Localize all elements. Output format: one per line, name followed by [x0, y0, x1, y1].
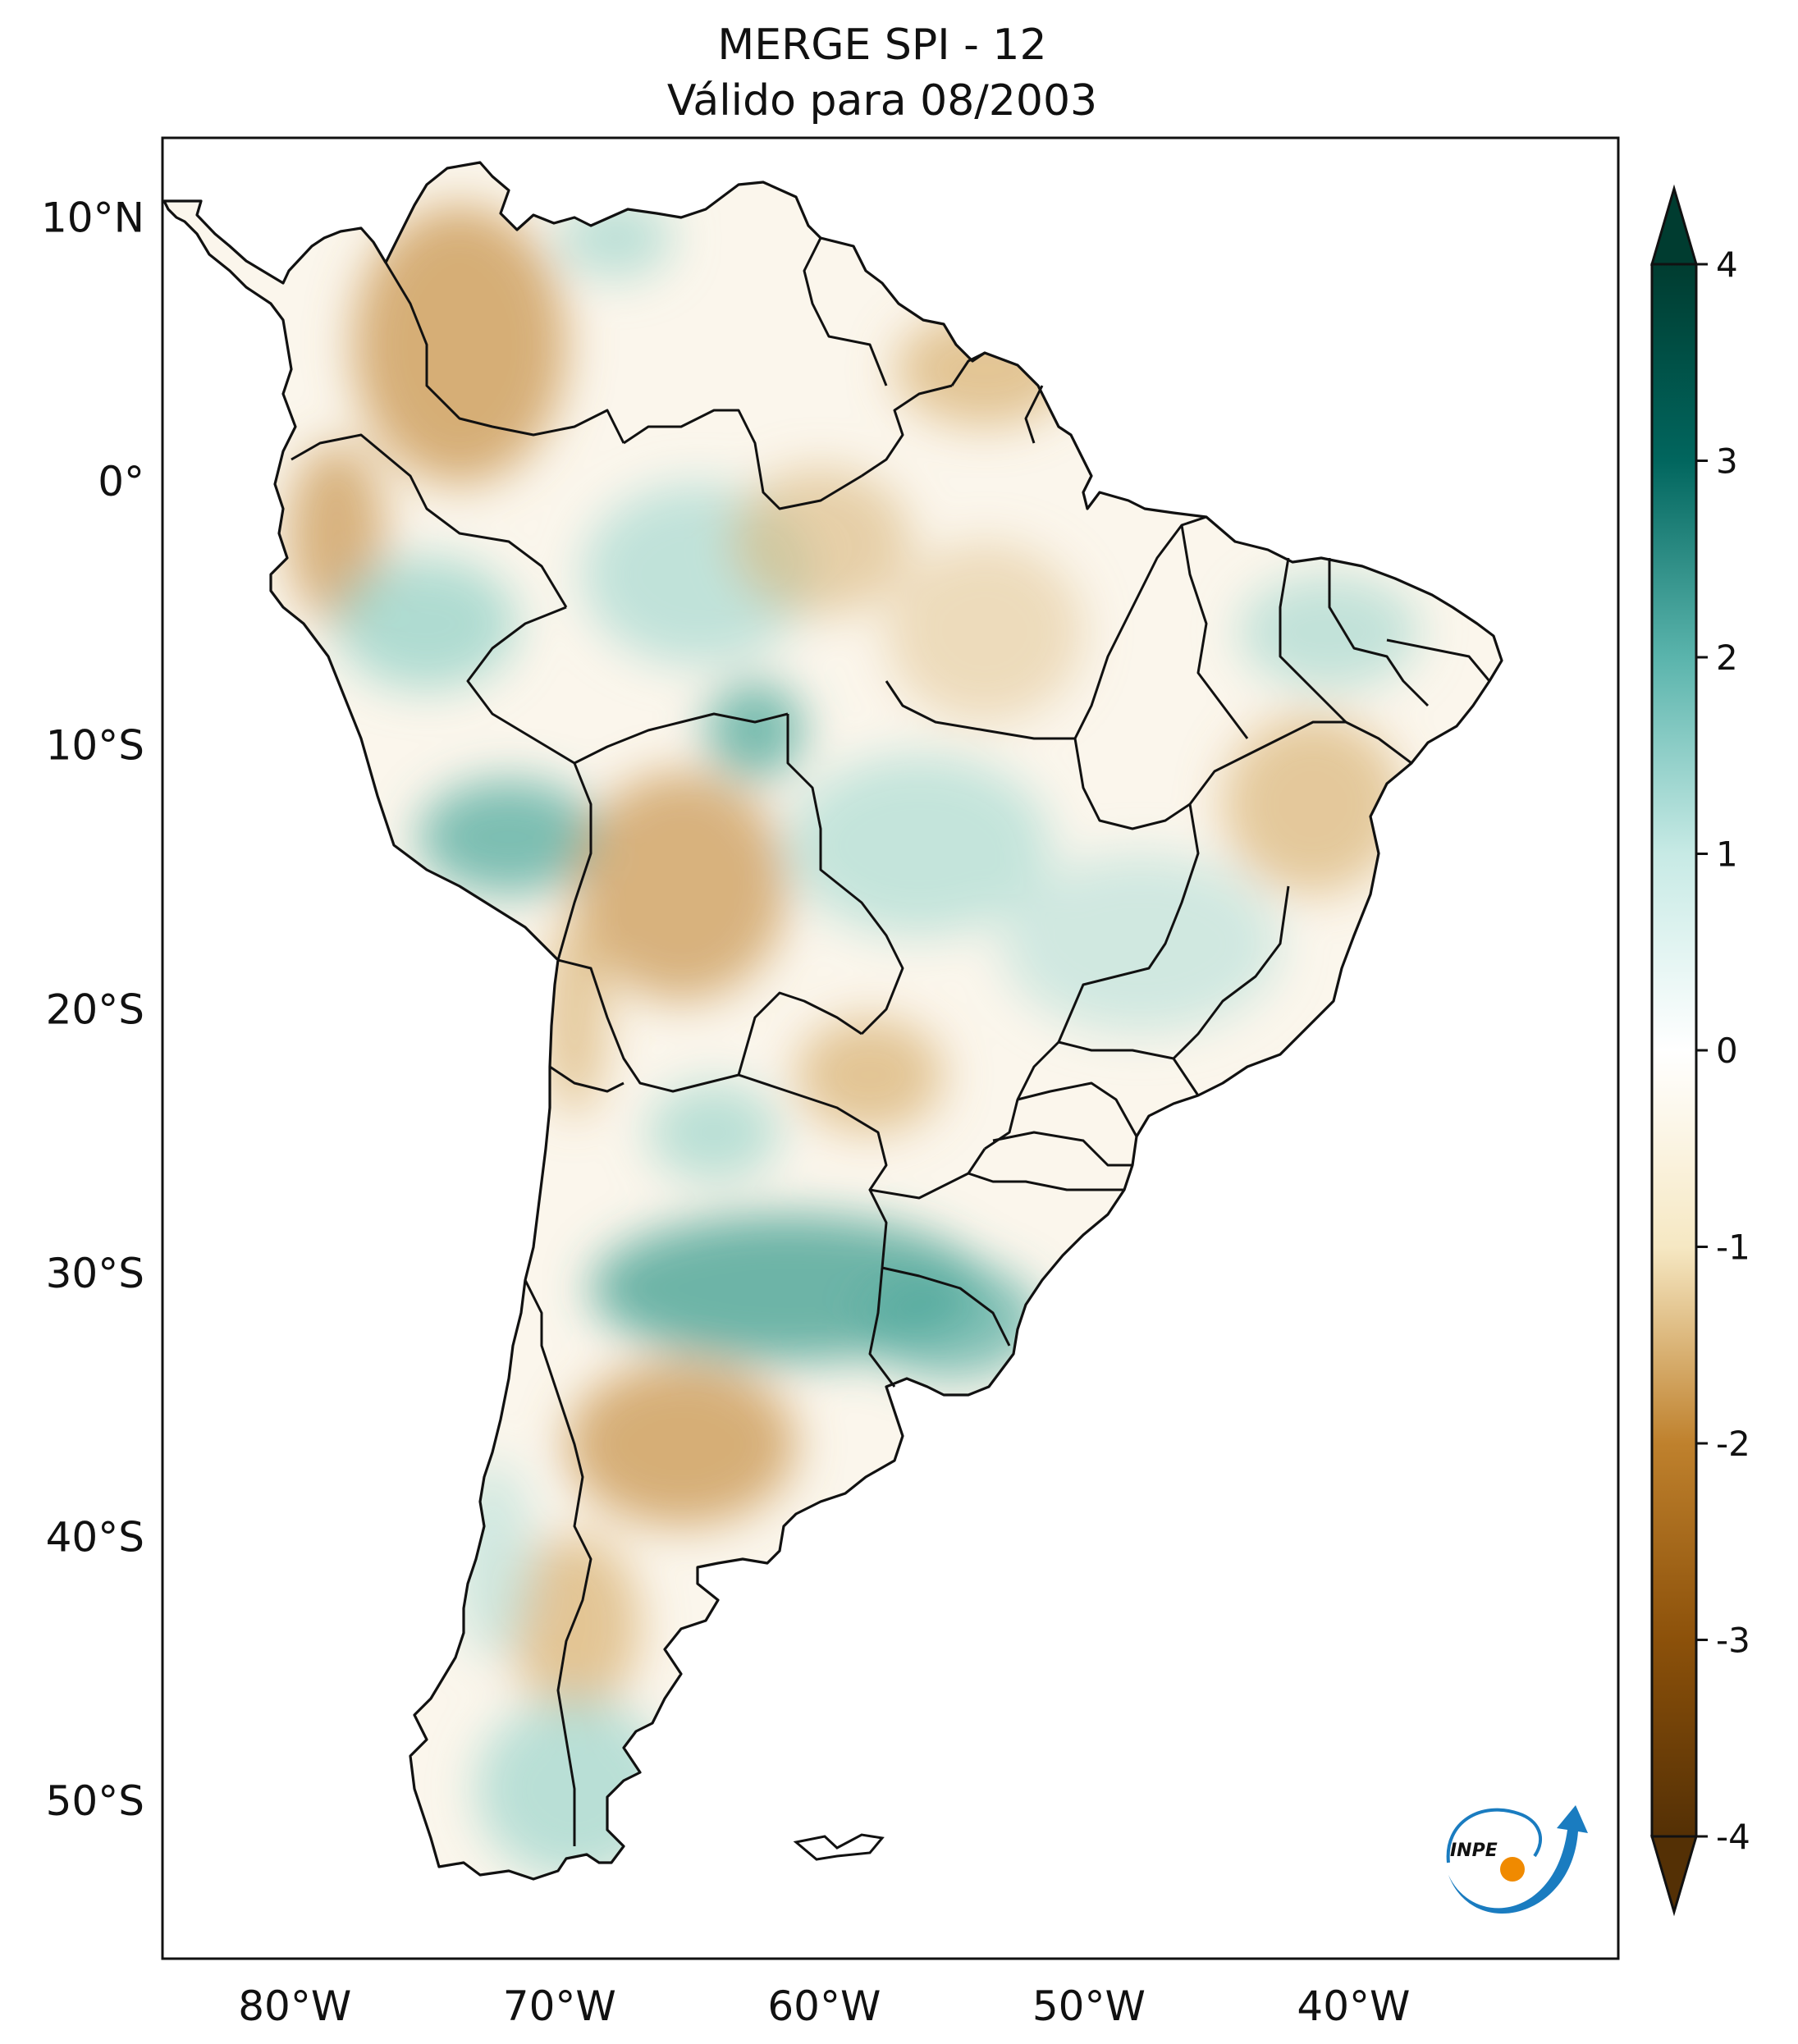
title-line-2: Válido para 08/2003 [667, 76, 1097, 126]
latitude-label: 10°S [46, 722, 144, 770]
border-line [1279, 557, 1347, 724]
border-line [992, 1131, 1132, 1167]
latitude-labels: 10°N 0° 10°S 20°S 30°S 40°S 50°S [41, 194, 144, 1825]
wet-patch-peru-north [336, 558, 517, 689]
colorbar-tick-label: -4 [1716, 1817, 1750, 1857]
border-line [574, 712, 789, 765]
border-line [291, 433, 568, 608]
spi-field [164, 162, 1502, 1879]
border-line [885, 680, 1075, 740]
latitude-label: 30°S [46, 1250, 144, 1297]
border-line [623, 409, 862, 510]
border-line [1024, 385, 1044, 444]
logo-sun-icon [1500, 1857, 1525, 1882]
border-line [384, 262, 625, 444]
border-line [881, 1266, 1011, 1347]
dry-patch-colombia [353, 205, 566, 484]
colorbar: 4 3 2 1 0 -1 -2 -3 -4 [1649, 184, 1750, 1917]
border-line [1180, 524, 1249, 739]
border-line [1073, 738, 1191, 830]
map-frame [161, 136, 1620, 1960]
border-line [1017, 1081, 1138, 1137]
border-line [868, 1267, 896, 1388]
dry-patch-patagonia-mid [509, 1534, 640, 1715]
longitude-label: 70°W [503, 1982, 616, 2030]
colorbar-extend-top [1649, 184, 1699, 266]
colorbar-tick-label: 3 [1716, 441, 1738, 482]
border-line [737, 991, 862, 1076]
dry-patch-paraguay [796, 1017, 944, 1132]
inpe-logo: INPE [1446, 1805, 1588, 1914]
border-line [556, 762, 592, 961]
longitude-label: 50°W [1032, 1982, 1146, 2030]
coastline [162, 161, 1503, 1881]
colorbar-tick-label: -1 [1716, 1228, 1750, 1268]
colorbar-extend-bottom [1649, 1835, 1699, 1917]
border-line [1073, 515, 1207, 739]
dry-patch-bahia [1223, 714, 1403, 894]
longitude-label: 60°W [767, 1982, 881, 2030]
wet-patch-peru-south [419, 780, 599, 894]
border-line [786, 714, 904, 1036]
logo-orbit-icon [1446, 1808, 1543, 1863]
border-line [803, 237, 888, 386]
logo-swoosh-icon [1448, 1805, 1588, 1914]
border-line [950, 351, 986, 386]
border-line [466, 606, 575, 765]
country-borders [291, 237, 1491, 1846]
colorbar-body [1650, 263, 1698, 1838]
colorbar-tick-label: 2 [1716, 638, 1738, 678]
colorbar-tick-label: 0 [1716, 1031, 1738, 1071]
colorbar-tick-label: -3 [1716, 1621, 1750, 1661]
border-line [1328, 558, 1430, 707]
dry-patch-patagonia-north [566, 1362, 796, 1526]
dry-patch-bolivia [574, 771, 788, 1001]
longitude-labels: 80°W 70°W 60°W 50°W 40°W [238, 1982, 1410, 2030]
border-line [1172, 885, 1290, 1060]
wet-patch-goias [1001, 853, 1280, 1034]
wet-patch-rondonia [706, 681, 804, 780]
latitude-label: 0° [98, 458, 144, 505]
border-line [968, 1172, 1124, 1191]
wet-patch-mato-grosso [788, 755, 1050, 935]
latitude-label: 50°S [46, 1777, 144, 1825]
colorbar-tick-label: 1 [1716, 835, 1738, 875]
border-line [1058, 1040, 1200, 1096]
latitude-label: 20°S [46, 985, 144, 1033]
map-panel: INPE [161, 136, 1620, 1960]
longitude-label: 80°W [238, 1982, 351, 2030]
logo-text: INPE [1450, 1841, 1498, 1861]
latitude-label: 10°N [41, 194, 144, 241]
border-line [549, 1065, 624, 1093]
border-line [1188, 720, 1412, 805]
colorbar-tick-label: -2 [1716, 1424, 1750, 1464]
latitude-label: 40°S [46, 1513, 144, 1561]
wet-patch-uruguay [862, 1264, 1042, 1379]
colorbar-ticks: 4 3 2 1 0 -1 -2 -3 -4 [1696, 245, 1750, 1857]
longitude-label: 40°W [1297, 1982, 1410, 2030]
border-line [524, 1279, 592, 1846]
spi-anomaly-blobs [287, 197, 1420, 1879]
dry-patch-amazon-east [730, 468, 911, 615]
falkland-islands [793, 1833, 885, 1861]
colorbar-tick-label: 4 [1716, 245, 1738, 285]
border-line [868, 1189, 888, 1269]
border-line [1386, 638, 1491, 682]
dry-patch-ecuador [287, 443, 386, 624]
dry-patch-para [886, 542, 1083, 722]
border-line [861, 384, 953, 478]
wet-patch-chaco [648, 1083, 780, 1182]
border-line [557, 958, 739, 1093]
border-line [738, 1073, 986, 1200]
border-line [1057, 803, 1200, 1043]
title-line-1: MERGE SPI - 12 [717, 21, 1046, 70]
